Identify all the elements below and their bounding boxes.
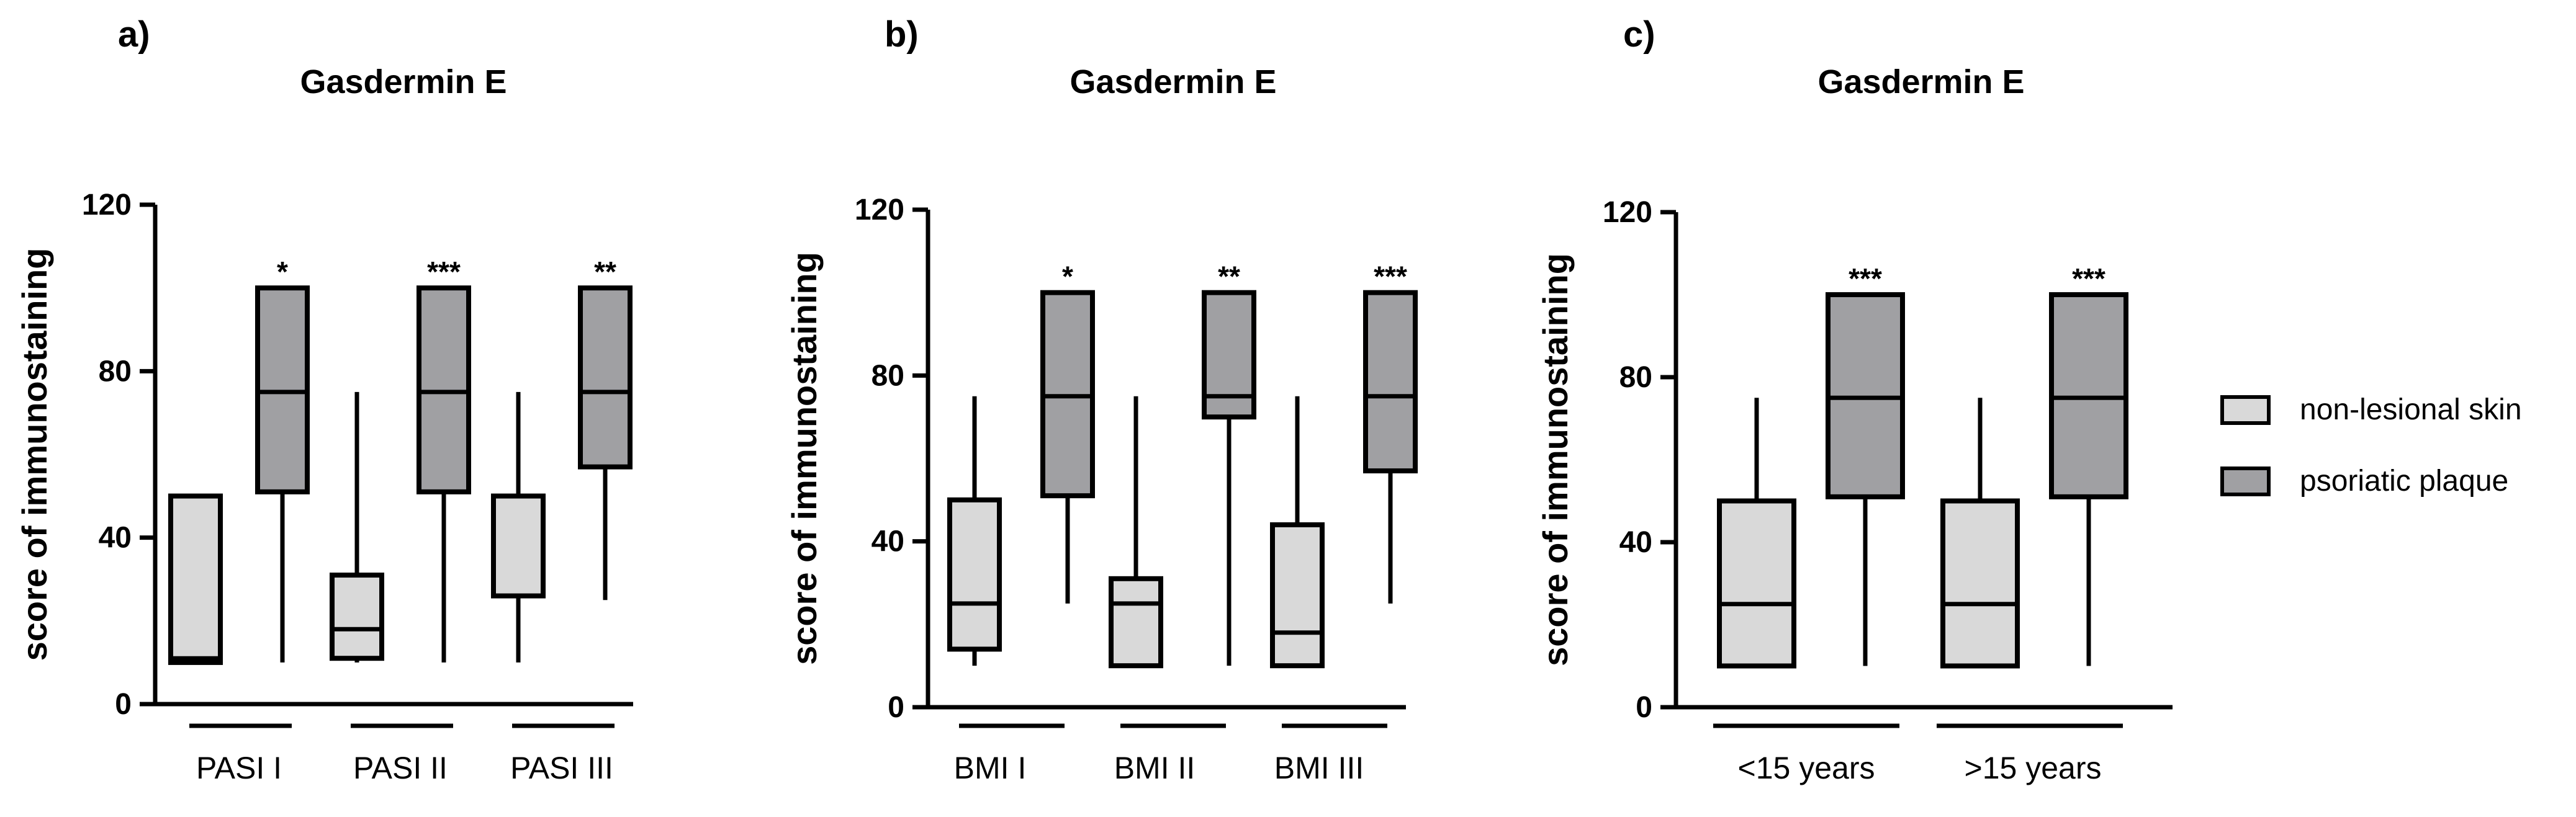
box-psoriatic: *** xyxy=(1363,261,1418,604)
box-psoriatic: ** xyxy=(578,256,633,600)
significance-marker: *** xyxy=(2072,262,2105,295)
y-tick-label: 40 xyxy=(99,522,132,555)
significance-marker: * xyxy=(1062,261,1073,293)
box-iqr xyxy=(330,573,384,661)
box-psoriatic: *** xyxy=(2049,262,2128,666)
chart-title: Gasdermin E xyxy=(300,63,507,100)
box-non-lesional xyxy=(168,493,223,665)
panel-a: a) Gasdermin E score of immunostaining 0 40 8… xyxy=(15,14,633,785)
significance-marker: *** xyxy=(1849,262,1882,295)
panel-label: a) xyxy=(118,14,150,55)
box-non-lesional xyxy=(330,391,384,663)
category-label: BMI III xyxy=(1274,751,1364,785)
box-psoriatic: * xyxy=(1040,261,1095,604)
significance-marker: *** xyxy=(427,256,461,288)
legend-swatch-non-lesional xyxy=(2220,395,2271,425)
box-iqr xyxy=(578,285,633,470)
box-iqr xyxy=(1363,290,1418,474)
legend-label: non-lesional skin xyxy=(2300,393,2522,426)
y-tick-label: 40 xyxy=(871,525,904,558)
y-axis-label: score of immunostaining xyxy=(15,248,54,661)
category-label: PASI II xyxy=(353,751,448,785)
y-axis-label: score of immunostaining xyxy=(785,252,824,665)
category-label: <15 years xyxy=(1738,751,1875,785)
y-tick-label: 0 xyxy=(115,688,132,721)
significance-marker: * xyxy=(277,256,288,288)
category-label: PASI I xyxy=(196,751,282,785)
box-psoriatic: *** xyxy=(1826,262,1905,666)
y-tick-label: 0 xyxy=(1636,691,1652,724)
box-non-lesional xyxy=(1940,398,2020,669)
legend-item: non-lesional skin xyxy=(2220,393,2522,426)
box-non-lesional xyxy=(1270,396,1325,669)
y-tick-label: 80 xyxy=(1619,361,1652,394)
category-label: BMI II xyxy=(1114,751,1196,785)
panel-b: b) Gasdermin E score of immunostaining 0 40 8… xyxy=(785,14,1418,785)
significance-marker: ** xyxy=(594,256,616,288)
chart-title: Gasdermin E xyxy=(1070,63,1276,100)
box-psoriatic: * xyxy=(255,256,310,663)
significance-marker: ** xyxy=(1218,261,1240,293)
y-axis-label: score of immunostaining xyxy=(1536,253,1575,666)
category-label: >15 years xyxy=(1965,751,2102,785)
box-iqr xyxy=(947,497,1002,652)
y-tick-label: 80 xyxy=(871,359,904,392)
y-tick-label: 120 xyxy=(1603,196,1652,229)
category-label: BMI I xyxy=(954,751,1027,785)
y-tick-label: 120 xyxy=(855,194,904,226)
panel-label: c) xyxy=(1623,14,1655,55)
legend: non-lesional skin psoriatic plaque xyxy=(2220,393,2522,498)
box-iqr xyxy=(1270,522,1325,669)
box-psoriatic: ** xyxy=(1202,261,1256,666)
y-tick-label: 120 xyxy=(82,189,132,221)
legend-item: psoriatic plaque xyxy=(2220,465,2508,498)
y-tick-label: 40 xyxy=(1619,526,1652,559)
box-iqr xyxy=(491,493,546,599)
box-non-lesional xyxy=(491,391,546,663)
panel-label: b) xyxy=(885,14,919,55)
box-non-lesional xyxy=(1717,398,1796,669)
legend-swatch-psoriatic xyxy=(2220,467,2271,496)
y-tick-label: 0 xyxy=(888,691,904,724)
box-iqr xyxy=(168,493,223,665)
box-non-lesional xyxy=(1109,396,1163,669)
box-iqr xyxy=(1940,498,2020,669)
legend-label: psoriatic plaque xyxy=(2300,465,2508,498)
y-tick-label: 80 xyxy=(99,355,132,388)
chart-title: Gasdermin E xyxy=(1817,63,2024,100)
category-label: PASI III xyxy=(510,751,613,785)
significance-marker: *** xyxy=(1374,261,1407,293)
box-iqr xyxy=(1717,498,1796,669)
box-psoriatic: *** xyxy=(417,256,471,663)
box-iqr xyxy=(1109,576,1163,669)
box-non-lesional xyxy=(947,396,1002,666)
panel-c: c) Gasdermin E score of immunostaining 0 40 8… xyxy=(1536,14,2173,785)
